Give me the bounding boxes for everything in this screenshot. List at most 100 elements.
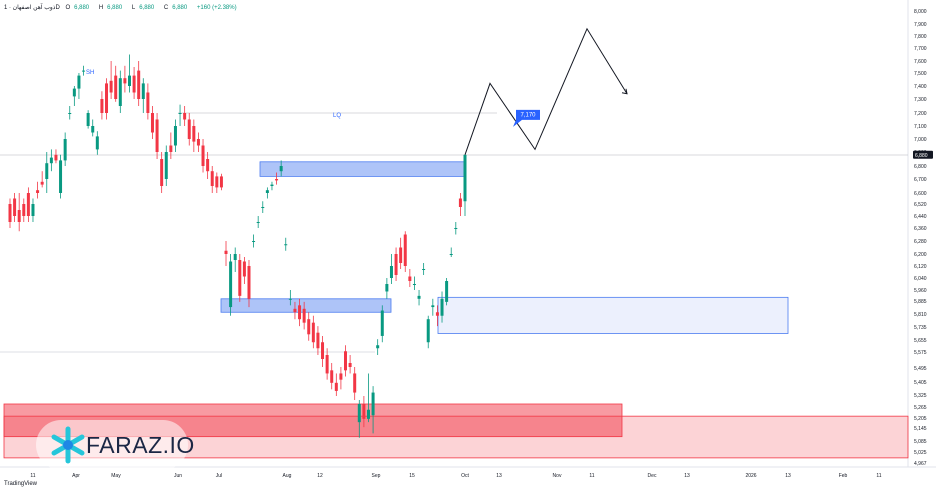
candle-body	[321, 342, 325, 359]
demand-zone-mid	[220, 298, 392, 313]
y-tick-label: 7,600	[914, 59, 927, 65]
y-tick-label: 6,440	[914, 214, 927, 220]
y-tick-label: 8,000	[914, 9, 927, 15]
candle-body	[137, 70, 141, 99]
y-tick-label: 6,360	[914, 226, 927, 232]
candle-body	[371, 392, 375, 416]
candle-body	[118, 78, 122, 106]
y-tick-label: 5,655	[914, 338, 927, 344]
candle-body	[8, 204, 12, 222]
y-tick-label: 5,085	[914, 439, 927, 445]
candle-body	[353, 373, 357, 393]
candle-body	[463, 154, 467, 202]
candle-body	[210, 171, 214, 186]
x-tick-label: 2026	[745, 473, 756, 479]
candle-body	[178, 113, 182, 114]
x-tick-label: 12	[317, 473, 323, 479]
candle-body	[412, 284, 416, 285]
candle-body	[334, 382, 338, 391]
y-tick-label: 7,900	[914, 22, 927, 28]
candle-body	[256, 222, 260, 223]
y-tick-label: 6,520	[914, 202, 927, 208]
projection-arrowhead	[621, 88, 628, 95]
candle-body	[247, 266, 251, 299]
candle-body	[77, 75, 81, 89]
y-tick-label: 5,025	[914, 450, 927, 456]
candle-body	[219, 176, 223, 188]
x-tick-label: Apr	[72, 473, 80, 479]
candle-body	[63, 139, 67, 161]
candle-body	[17, 210, 21, 222]
watermark-text: FARAZ.IO	[86, 432, 195, 458]
y-tick-label: 6,120	[914, 264, 927, 270]
swing-high-label: SH	[86, 70, 94, 76]
x-tick-label: Feb	[839, 473, 848, 479]
demand-zone-projected	[437, 296, 789, 334]
candle-body	[265, 190, 269, 193]
projection-path	[464, 27, 628, 155]
y-tick-label: 5,960	[914, 288, 927, 294]
candle-body	[150, 113, 154, 133]
candle-body	[123, 78, 127, 84]
last-price-badge	[913, 150, 933, 159]
y-tick-label: 7,800	[914, 34, 927, 40]
candle-body	[72, 88, 76, 97]
candle-body	[330, 370, 334, 383]
candle-body	[366, 409, 370, 419]
target-callout-label: 7,170	[520, 112, 536, 118]
candle-body	[31, 204, 35, 216]
candle-body	[270, 184, 274, 186]
candle-body	[91, 126, 95, 133]
y-tick-label: 7,500	[914, 71, 927, 77]
y-tick-label: 7,200	[914, 111, 927, 117]
candle-body	[192, 126, 196, 142]
last-price-label: 6,880	[915, 153, 928, 159]
watermark-logo	[36, 420, 188, 470]
candle-body	[132, 75, 136, 93]
candle-body	[127, 75, 131, 86]
y-tick-label: 5,495	[914, 366, 927, 372]
candle-body	[26, 193, 30, 216]
y-tick-label: 7,700	[914, 46, 927, 52]
y-tick-label: 7,300	[914, 97, 927, 103]
x-tick-label: Nov	[553, 473, 562, 479]
candle-body	[344, 351, 348, 371]
candle-body	[187, 119, 191, 139]
liquidity-label: LQ	[333, 113, 341, 119]
candle-body	[408, 276, 412, 281]
y-tick-label: 7,100	[914, 124, 927, 130]
candle-body	[49, 157, 53, 164]
y-tick-label: 7,000	[914, 137, 927, 143]
candle-body	[146, 92, 150, 113]
symbol-header: ذوب آهن اصفهان · 1D O 6,880 H 6,880 L 6,880…	[4, 4, 241, 11]
candle-body	[394, 254, 398, 275]
candle-body	[307, 319, 311, 335]
x-tick-label: Oct	[461, 473, 469, 479]
y-tick-label: 4,967	[914, 461, 927, 467]
y-tick-label: 6,800	[914, 164, 927, 170]
candle-body	[316, 332, 320, 349]
candle-body	[279, 166, 283, 172]
candle-body	[242, 261, 246, 277]
symbol-title: ذوب آهن اصفهان · 1D	[4, 5, 60, 11]
candle-body	[311, 322, 315, 343]
tradingview-mark: TradingView	[4, 481, 38, 487]
y-tick-label: 6,040	[914, 276, 927, 282]
candle-body	[422, 269, 426, 270]
candle-body	[339, 373, 343, 380]
x-tick-label: May	[111, 473, 121, 479]
candle-body	[399, 247, 403, 263]
candle-body	[86, 113, 90, 126]
candle-body	[105, 83, 109, 113]
candle-body	[215, 176, 219, 188]
candle-body	[173, 126, 177, 146]
candle-body	[36, 190, 40, 193]
x-tick-label: 11	[876, 473, 881, 479]
faraz-logo-icon	[51, 426, 85, 464]
candle-body	[160, 159, 164, 186]
candle-body	[95, 136, 99, 150]
candle-body	[114, 75, 118, 99]
candle-body	[45, 163, 49, 179]
